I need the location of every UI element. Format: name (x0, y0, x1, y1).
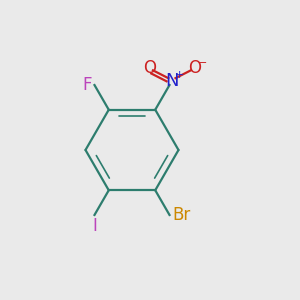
Text: Br: Br (172, 206, 190, 224)
Text: O: O (143, 59, 156, 77)
Text: −: − (198, 58, 208, 68)
Text: I: I (92, 218, 97, 236)
Text: F: F (82, 76, 92, 94)
Text: +: + (175, 70, 184, 80)
Text: N: N (165, 71, 179, 89)
Text: O: O (188, 59, 201, 77)
